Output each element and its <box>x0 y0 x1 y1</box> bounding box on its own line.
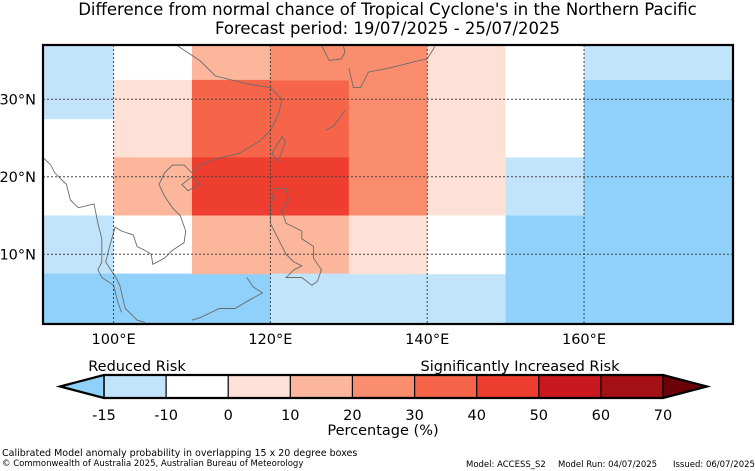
colorbar-tick-label: -10 <box>154 408 178 424</box>
anomaly-cell-18 <box>505 45 585 158</box>
colorbar-tick-label: 20 <box>343 408 361 424</box>
map-frame <box>41 43 735 326</box>
colorbar-low-extend <box>57 374 105 399</box>
lat-tick-label: 30°N <box>0 92 36 108</box>
colorbar-tick-label: 0 <box>224 408 233 424</box>
anomaly-cell-8 <box>192 45 271 81</box>
title-line-1: Difference from normal chance of Tropica… <box>78 0 697 19</box>
lon-tick-label: 100°E <box>92 332 136 348</box>
footer-model-run: Model Run: 04/07/2025 <box>558 460 658 470</box>
map-panel: 100°E 120°E 140°E 160°E 10°N 20°N 30°N <box>0 43 735 348</box>
footer-copyright: © Commonwealth of Australia 2025, Austra… <box>2 459 304 469</box>
anomaly-cell-19 <box>505 157 585 217</box>
colorbar-swatch <box>476 374 540 399</box>
colorbar-unit-label: Percentage (%) <box>327 423 438 439</box>
anomaly-cell-16 <box>427 45 507 217</box>
coastline <box>269 187 322 286</box>
colorbar-tick-label: 10 <box>281 408 299 424</box>
colorbar-tick-label: 70 <box>654 408 672 424</box>
anomaly-cell-2 <box>113 79 193 158</box>
colorbar-tick-label: 60 <box>592 408 610 424</box>
colorbar-swatch <box>227 374 292 399</box>
coastline <box>271 136 286 163</box>
colorbar-tick-label: 40 <box>467 408 485 424</box>
footer-issued: Issued: 06/07/2025 <box>673 460 755 470</box>
colorbar-tick-label: -15 <box>92 408 116 424</box>
anomaly-cell-20 <box>505 215 585 325</box>
lon-tick-label: 120°E <box>248 332 292 348</box>
footer-description: Calibrated Model anomaly probability in … <box>2 448 358 459</box>
colorbar-swatch <box>538 374 602 399</box>
title-line-2: Forecast period: 19/07/2025 - 25/07/2025 <box>214 19 561 38</box>
reduced-risk-label: Reduced Risk <box>88 359 186 375</box>
colorbar-high-extend <box>662 374 710 399</box>
anomaly-cell-3 <box>43 157 115 217</box>
anomaly-cell-22 <box>584 79 734 325</box>
colorbar-swatch <box>351 374 416 399</box>
coastline <box>348 44 436 89</box>
colorbar-swatch <box>414 374 478 399</box>
anomaly-cell-14 <box>348 79 428 217</box>
lon-tick-label: 160°E <box>562 332 606 348</box>
colorbar-swatch <box>103 374 168 399</box>
anomaly-cell-0 <box>43 45 115 120</box>
anomaly-cell-5 <box>43 215 115 275</box>
anomaly-cell-7 <box>43 273 271 325</box>
lat-tick-label: 10°N <box>0 247 36 263</box>
colorbar-swatch <box>600 374 665 399</box>
anomaly-cell-13 <box>270 45 428 81</box>
increased-risk-label: Significantly Increased Risk <box>421 359 621 375</box>
coastline <box>320 44 346 61</box>
colorbar-swatch <box>289 374 354 399</box>
anomaly-cell-1 <box>113 45 193 81</box>
anomaly-cell-15 <box>348 215 428 275</box>
colorbar-swatch <box>165 374 230 399</box>
lon-tick-label: 140°E <box>405 332 449 348</box>
footer-model: Model: ACCESS_S2 <box>466 460 546 470</box>
coastline <box>325 110 346 131</box>
colorbar-outline <box>55 373 712 400</box>
colorbar: -15 -10 0 10 20 30 40 50 60 70 Reduced Risk Signifi… <box>55 359 712 439</box>
coastline <box>181 176 201 192</box>
coastlines <box>42 44 436 323</box>
anomaly-cell-12 <box>270 273 507 325</box>
colorbar-tick-label: 50 <box>530 408 548 424</box>
coastline <box>105 44 283 323</box>
coastline <box>191 277 264 321</box>
anomaly-cell-17 <box>427 215 507 275</box>
anomaly-cell-4 <box>113 157 193 217</box>
lat-tick-label: 20°N <box>0 170 36 186</box>
coastline <box>42 157 122 313</box>
anomaly-cell-21 <box>584 45 734 81</box>
colorbar-tick-label: 30 <box>405 408 423 424</box>
